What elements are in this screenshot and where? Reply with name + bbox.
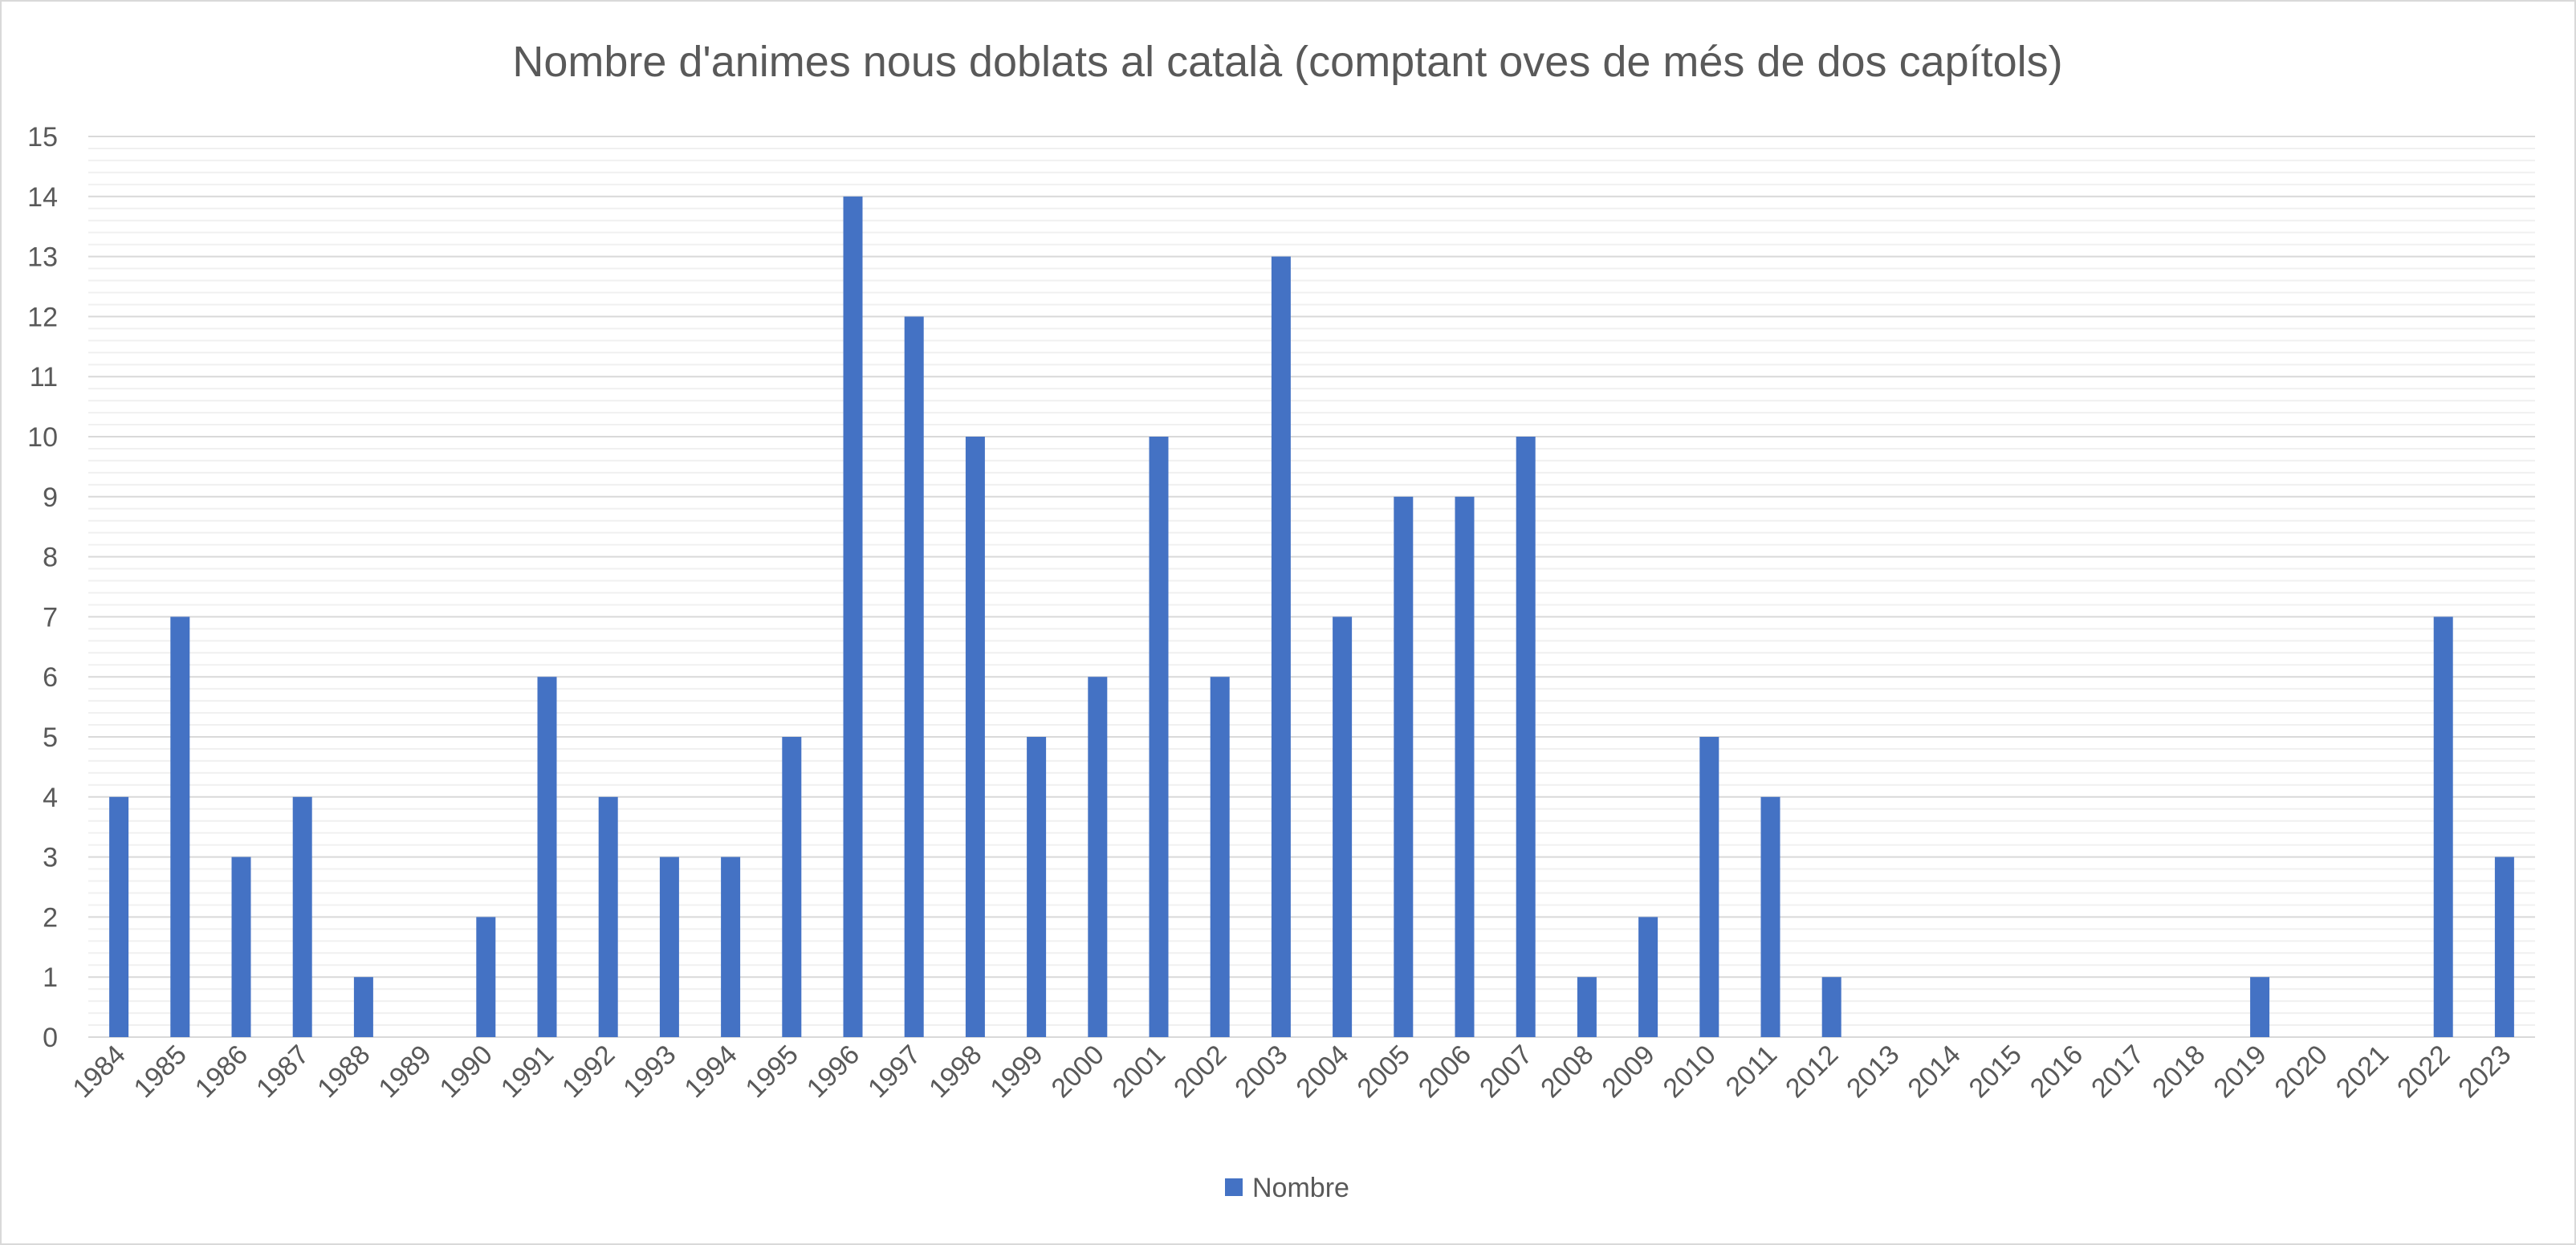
y-tick-label: 12 [27, 302, 58, 332]
x-tick-label: 2021 [2330, 1040, 2395, 1104]
bar [537, 677, 557, 1037]
bar [1821, 977, 1841, 1037]
x-tick-label: 2009 [1596, 1040, 1660, 1104]
bar [1149, 437, 1169, 1037]
bar-series [109, 196, 2514, 1038]
x-tick-label: 2007 [1474, 1040, 1538, 1104]
y-tick-label: 3 [43, 843, 58, 873]
y-tick-label: 15 [27, 122, 58, 153]
bar [231, 856, 251, 1037]
x-tick-label: 1995 [740, 1040, 804, 1104]
x-tick-label: 1992 [556, 1040, 621, 1104]
bar [1699, 737, 1719, 1037]
x-tick-label: 2002 [1168, 1040, 1232, 1104]
x-tick-label: 2012 [1780, 1040, 1844, 1104]
x-tick-label: 1997 [862, 1040, 926, 1104]
major-gridlines [88, 136, 2535, 1038]
bar [904, 316, 924, 1037]
y-tick-label: 6 [43, 662, 58, 693]
y-tick-label: 7 [43, 602, 58, 633]
minor-gridlines [88, 147, 2535, 1027]
bar [109, 796, 129, 1037]
x-tick-label: 2017 [2086, 1040, 2150, 1104]
x-tick-label: 2005 [1352, 1040, 1416, 1104]
x-tick-label: 2016 [2025, 1040, 2089, 1104]
y-tick-label: 9 [43, 482, 58, 513]
bar [1638, 917, 1658, 1037]
y-tick-label: 10 [27, 422, 58, 453]
bar [1027, 737, 1047, 1037]
y-tick-label: 14 [27, 182, 58, 213]
x-tick-label: 2013 [1841, 1040, 1905, 1104]
x-tick-label: 1994 [678, 1040, 743, 1104]
x-tick-label: 2020 [2269, 1040, 2334, 1104]
x-tick-label: 1987 [250, 1040, 315, 1104]
bar [782, 737, 802, 1037]
x-tick-label: 2008 [1535, 1040, 1599, 1104]
x-tick-label: 2004 [1290, 1040, 1354, 1104]
y-tick-label: 13 [27, 242, 58, 273]
bar [721, 856, 741, 1037]
y-tick-label: 1 [43, 962, 58, 993]
x-tick-label: 1991 [495, 1040, 560, 1104]
bar [965, 437, 985, 1037]
x-tick-label: 2001 [1107, 1040, 1171, 1104]
bar [353, 977, 373, 1037]
x-tick-label: 1985 [128, 1040, 193, 1104]
bar [2250, 977, 2270, 1037]
bar [659, 856, 679, 1037]
x-tick-label: 2015 [1964, 1040, 2028, 1104]
x-tick-label: 1989 [372, 1040, 437, 1104]
bar [1210, 677, 1230, 1037]
x-tick-label: 2006 [1413, 1040, 1477, 1104]
bar [1577, 977, 1597, 1037]
y-tick-label: 0 [43, 1023, 58, 1053]
x-tick-label: 1999 [984, 1040, 1048, 1104]
bar [1760, 796, 1780, 1037]
x-tick-label: 2018 [2147, 1040, 2211, 1104]
x-tick-label: 1988 [311, 1040, 376, 1104]
bar [1271, 256, 1291, 1038]
x-tick-label: 1998 [923, 1040, 987, 1104]
bar [598, 796, 618, 1037]
y-tick-label: 4 [43, 783, 58, 813]
bar [2433, 616, 2453, 1037]
x-tick-label: 2003 [1229, 1040, 1293, 1104]
x-tick-label: 2000 [1046, 1040, 1110, 1104]
y-tick-label: 2 [43, 902, 58, 933]
y-tick-label: 5 [43, 722, 58, 753]
y-tick-label: 8 [43, 543, 58, 573]
bar [1333, 616, 1353, 1037]
x-tick-label: 2023 [2452, 1040, 2517, 1104]
bar [1516, 437, 1536, 1037]
x-tick-label: 1996 [801, 1040, 865, 1104]
bar [1394, 496, 1414, 1037]
bar [170, 616, 190, 1037]
x-tick-label: 2010 [1658, 1040, 1722, 1104]
bar [476, 917, 496, 1037]
legend: Nombre [1225, 1173, 1349, 1203]
y-tick-label: 11 [30, 362, 58, 393]
x-tick-label: 2011 [1720, 1040, 1784, 1103]
x-tick-label: 1986 [189, 1040, 254, 1104]
bar [2494, 856, 2514, 1037]
legend-swatch [1225, 1178, 1243, 1196]
legend-label: Nombre [1252, 1173, 1349, 1203]
bar [1455, 496, 1475, 1037]
bar [843, 196, 863, 1037]
x-tick-label: 2019 [2208, 1040, 2272, 1104]
x-tick-label: 1984 [67, 1040, 131, 1104]
x-tick-label: 1990 [434, 1040, 499, 1104]
x-tick-label: 2022 [2391, 1040, 2456, 1104]
bar [1088, 677, 1108, 1037]
chart-title: Nombre d'animes nous doblats al català (… [512, 38, 2062, 86]
x-tick-label: 2014 [1902, 1040, 1966, 1104]
bar [292, 796, 312, 1037]
x-tick-label: 1993 [617, 1040, 682, 1104]
x-axis-tick-labels: 1984198519861987198819891990199119921993… [67, 1040, 2517, 1104]
